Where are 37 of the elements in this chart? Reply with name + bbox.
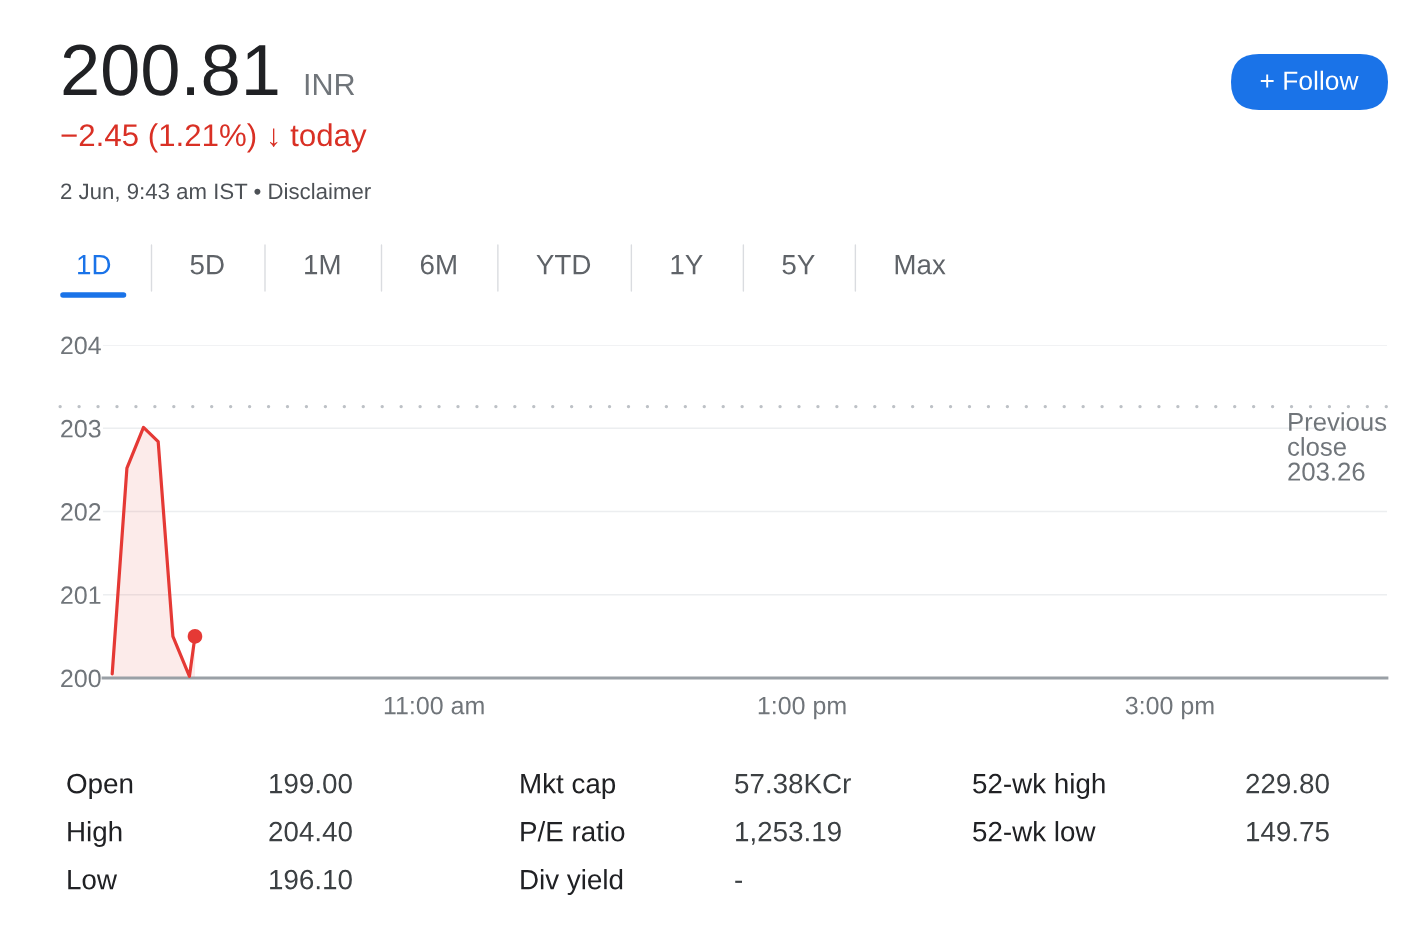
ref-line-label: Previous close 203.26	[1288, 412, 1387, 481]
chart-title: 200.81 INR	[63, 44, 355, 96]
x-tick-label: 1:00 pm	[758, 696, 846, 720]
text: 199.00	[270, 773, 352, 794]
text: 52-wk low	[973, 821, 1096, 842]
chart-subtitle: −2.45 (1.21%) ↓ today	[61, 123, 367, 153]
text: 149.75	[1247, 821, 1329, 842]
text: 1D	[78, 255, 111, 275]
text: 1Y	[671, 255, 703, 275]
x-tick-label: 3:00 pm	[1125, 696, 1214, 720]
text: 196.10	[270, 869, 352, 890]
text: 204.40	[269, 821, 352, 842]
text: Low	[68, 870, 118, 890]
y-tick-label: 200	[61, 669, 101, 688]
text: Open	[67, 773, 133, 799]
text: 57.38KCr	[735, 773, 851, 794]
y-tick-label: 203	[61, 419, 101, 438]
text: + Follow	[1260, 70, 1359, 91]
text: 5Y	[782, 255, 815, 275]
text: Max	[895, 255, 946, 275]
text: 1M	[305, 255, 340, 275]
text: 2 Jun, 9:43 am IST • Disclaimer	[61, 182, 371, 202]
x-tick-label: 11:00 am	[384, 696, 484, 715]
text: P/E ratio	[521, 821, 625, 842]
y-tick-label: 201	[61, 586, 101, 605]
text: Div yield	[521, 869, 623, 895]
text: 6M	[420, 254, 456, 275]
y-tick-label: 204	[61, 336, 101, 355]
text: High	[68, 821, 122, 847]
text: -	[735, 880, 743, 883]
text: 1,253.19	[736, 821, 841, 845]
text: 229.80	[1246, 773, 1329, 794]
text: 5D	[190, 255, 224, 275]
y-tick-label: 202	[61, 503, 101, 521]
text: 52-wk high	[973, 773, 1105, 799]
text: YTD	[536, 255, 591, 275]
text: Mkt cap	[521, 773, 616, 799]
